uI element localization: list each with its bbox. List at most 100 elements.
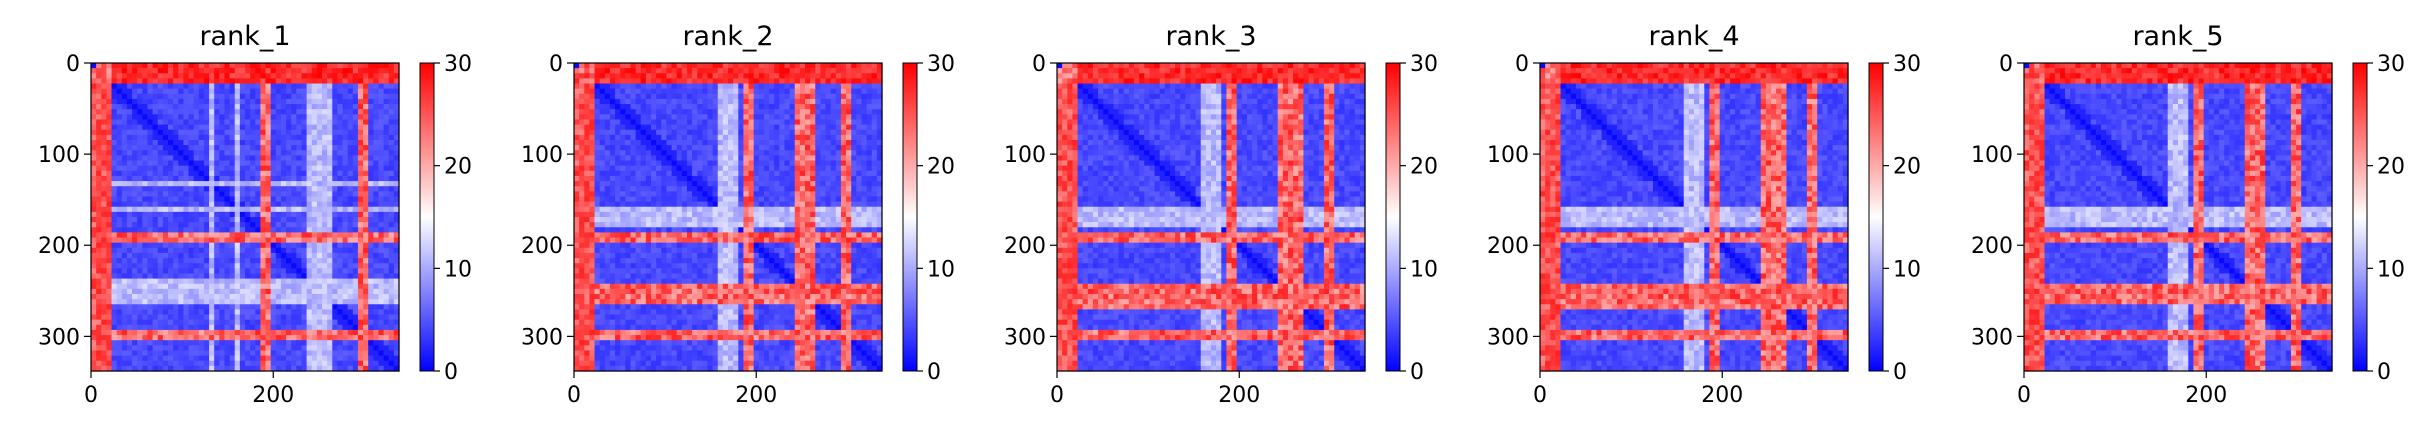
heatmap-cell xyxy=(641,135,647,141)
heatmap-cell xyxy=(574,89,580,95)
heatmap-cell xyxy=(820,119,826,125)
heatmap-cell xyxy=(810,171,816,177)
heatmap-cell xyxy=(579,78,585,84)
heatmap-cell xyxy=(348,63,354,69)
heatmap-cell xyxy=(348,166,354,172)
heatmap-cell xyxy=(214,109,220,115)
heatmap-cell xyxy=(666,119,672,125)
heatmap-cell xyxy=(147,114,153,120)
heatmap-cell xyxy=(276,78,282,84)
heatmap-cell xyxy=(343,258,349,264)
heatmap-cell xyxy=(158,315,164,321)
heatmap-cell xyxy=(240,145,246,151)
heatmap-cell xyxy=(343,114,349,120)
heatmap-cell xyxy=(332,212,338,218)
heatmap-cell xyxy=(774,130,780,136)
heatmap-cell xyxy=(255,145,261,151)
heatmap-cell xyxy=(194,217,200,223)
heatmap-cell xyxy=(127,202,133,208)
heatmap-cell xyxy=(286,78,292,84)
heatmap-cell xyxy=(579,171,585,177)
heatmap-cell xyxy=(672,99,678,105)
heatmap-cell xyxy=(240,279,246,285)
heatmap-cell xyxy=(224,335,230,341)
heatmap-cell xyxy=(199,325,205,331)
heatmap-cell xyxy=(153,191,159,197)
heatmap-cell xyxy=(389,273,395,279)
heatmap-cell xyxy=(153,68,159,74)
heatmap-cell xyxy=(779,176,785,182)
heatmap-cell xyxy=(610,145,616,151)
heatmap-cell xyxy=(235,345,241,351)
heatmap-cell xyxy=(91,140,97,146)
heatmap-cell xyxy=(122,299,128,305)
heatmap-cell xyxy=(738,145,744,151)
heatmap-cell xyxy=(826,130,832,136)
heatmap-cell xyxy=(168,84,174,90)
heatmap-cell xyxy=(163,78,169,84)
heatmap-cell xyxy=(358,135,364,141)
heatmap-cell xyxy=(153,238,159,244)
heatmap-cell xyxy=(677,171,683,177)
heatmap-cell xyxy=(713,114,719,120)
heatmap-cell xyxy=(307,217,313,223)
heatmap-cell xyxy=(327,84,333,90)
heatmap-cell xyxy=(682,99,688,105)
heatmap-cell xyxy=(368,125,374,131)
heatmap-cell xyxy=(245,330,251,336)
heatmap-cell xyxy=(337,135,343,141)
heatmap-cell xyxy=(194,135,200,141)
heatmap-cell xyxy=(112,104,118,110)
heatmap-cell xyxy=(296,227,302,233)
heatmap-cell xyxy=(286,304,292,310)
heatmap-cell xyxy=(826,84,832,90)
heatmap-cell xyxy=(240,243,246,249)
heatmap-cell xyxy=(574,104,580,110)
heatmap-cell xyxy=(209,68,215,74)
heatmap-cell xyxy=(317,243,323,249)
heatmap-cell xyxy=(317,227,323,233)
heatmap-cell xyxy=(96,119,102,125)
heatmap-cell xyxy=(199,273,205,279)
heatmap-cell xyxy=(137,135,143,141)
heatmap-cell xyxy=(296,273,302,279)
heatmap-cell xyxy=(153,207,159,213)
heatmap-cell xyxy=(749,94,755,100)
heatmap-cell xyxy=(620,135,626,141)
heatmap-cell xyxy=(579,73,585,79)
heatmap-cell xyxy=(343,181,349,187)
heatmap-cell xyxy=(625,89,631,95)
heatmap-cell xyxy=(307,166,313,172)
heatmap-cell xyxy=(764,89,770,95)
heatmap-cell xyxy=(322,176,328,182)
heatmap-cell xyxy=(137,84,143,90)
heatmap-cell xyxy=(754,104,760,110)
heatmap-cell xyxy=(646,114,652,120)
heatmap-cell xyxy=(235,176,241,182)
heatmap-cell xyxy=(178,238,184,244)
heatmap-cell xyxy=(209,268,215,274)
heatmap-cell xyxy=(312,196,318,202)
heatmap-cell xyxy=(749,68,755,74)
heatmap-cell xyxy=(189,340,195,346)
heatmap-cell xyxy=(327,217,333,223)
heatmap-cell xyxy=(271,309,277,315)
heatmap-cell xyxy=(692,99,698,105)
heatmap-cell xyxy=(656,68,662,74)
heatmap-cell xyxy=(867,135,873,141)
heatmap-cell xyxy=(178,145,184,151)
heatmap-cell xyxy=(332,73,338,79)
heatmap-cell xyxy=(117,294,123,300)
heatmap-cell xyxy=(260,78,266,84)
heatmap-cell xyxy=(373,299,379,305)
heatmap-cell xyxy=(672,176,678,182)
heatmap-cell xyxy=(307,345,313,351)
heatmap-cell xyxy=(630,89,636,95)
heatmap-cell xyxy=(353,227,359,233)
heatmap-cell xyxy=(327,243,333,249)
heatmap-cell xyxy=(296,196,302,202)
heatmap-cell xyxy=(173,350,179,356)
heatmap-cell xyxy=(224,340,230,346)
heatmap-cell xyxy=(620,171,626,177)
heatmap-cell xyxy=(831,150,837,156)
